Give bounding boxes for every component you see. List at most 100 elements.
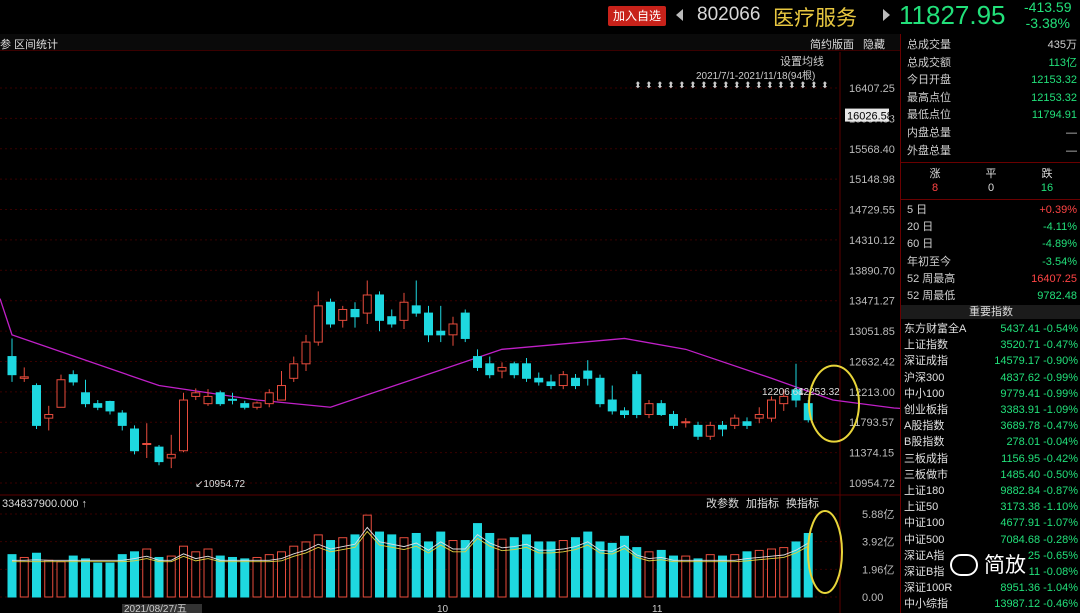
index-value: 9779.41 -0.99% — [1000, 387, 1078, 400]
index-row[interactable]: 三板成指 1156.95 -0.42% — [904, 451, 1078, 467]
event-marker: ⬍ — [788, 80, 796, 90]
index-name: 上证180 — [904, 485, 945, 497]
index-row[interactable]: 中证500 7084.68 -0.28% — [904, 532, 1078, 548]
index-value: 9882.84 -0.87% — [1000, 485, 1078, 497]
perf-value: 16407.25 — [1031, 272, 1077, 285]
volume-bar — [607, 542, 617, 598]
candle-body — [166, 453, 176, 459]
volume-bar — [436, 531, 446, 598]
candle-body — [522, 363, 531, 379]
index-name: 中小综指 — [904, 598, 948, 611]
index-row[interactable]: 中小100 9779.41 -0.99% — [904, 386, 1078, 402]
candle-body — [228, 398, 237, 401]
index-value: 25 -0.65% — [1027, 549, 1078, 562]
index-value: 13987.12 -0.46% — [994, 598, 1078, 611]
candle-body — [277, 385, 286, 401]
candle-body — [485, 363, 495, 376]
hide-button[interactable]: 隐藏 — [863, 39, 885, 51]
index-row[interactable]: A股指数 3689.78 -0.47% — [904, 418, 1078, 434]
candle-body — [301, 341, 311, 365]
event-marker: ⬍ — [777, 80, 785, 90]
index-row[interactable]: 沪深300 4837.62 -0.99% — [904, 370, 1078, 386]
index-row[interactable]: 三板做市 1485.40 -0.50% — [904, 467, 1078, 483]
index-row[interactable]: 上证180 9882.84 -0.87% — [904, 483, 1078, 499]
candle-body — [142, 442, 152, 445]
price-tick: 13051.85 — [849, 326, 895, 338]
index-value: 5437.41 -0.54% — [1000, 323, 1078, 335]
candle-body — [534, 377, 544, 383]
range-stats-button[interactable]: 区间统计 — [14, 39, 58, 51]
volume-button[interactable]: 换指标 — [786, 496, 819, 510]
prev-stock-icon[interactable] — [676, 9, 683, 21]
price-tick: 15568.40 — [849, 144, 895, 156]
cursor-price: 16026.58 — [847, 111, 893, 123]
index-row[interactable]: 深证成指 14579.17 -0.90% — [904, 353, 1078, 369]
candle-body — [215, 392, 225, 405]
price-tick: 10954.72 — [849, 478, 895, 490]
index-row[interactable]: 东方财富全A 5437.41 -0.54% — [904, 321, 1078, 337]
stat-value: 435万 — [1047, 39, 1077, 51]
volume-bar — [56, 561, 66, 598]
index-name: 中证100 — [904, 517, 945, 530]
stat-value: 11794.91 — [1031, 109, 1077, 122]
index-value: 3689.78 -0.47% — [1000, 420, 1078, 433]
kline-chart[interactable]: 16407.2515987.8315568.4015148.9814729.55… — [0, 52, 900, 613]
volume-bar — [301, 541, 311, 598]
simple-layout-button[interactable]: 简约版面 — [810, 39, 854, 51]
perf-row: 5 日 +0.39% — [907, 202, 1077, 219]
candle-body — [669, 414, 678, 426]
params-fragment[interactable]: 参 — [0, 39, 11, 51]
volume-bar — [767, 548, 776, 598]
stat-value: 113亿 — [1048, 56, 1077, 69]
index-value: 4677.91 -1.07% — [1000, 517, 1078, 530]
stock-name: 医疗服务 — [773, 7, 857, 30]
add-favorite-button[interactable]: 加入自选 — [608, 6, 666, 26]
candle-body — [375, 294, 384, 321]
index-row[interactable]: B股指数 278.01 -0.04% — [904, 434, 1078, 450]
volume-bar — [375, 531, 384, 598]
perf-row: 52 周最高 16407.25 — [907, 271, 1077, 288]
volume-button[interactable]: 加指标 — [746, 496, 779, 510]
ma-line — [0, 298, 900, 410]
volume-button[interactable]: 改参数 — [706, 496, 739, 510]
highlight-circle-volume — [807, 510, 843, 594]
volume-tick: 5.88亿 — [862, 508, 894, 521]
candle-body — [571, 377, 580, 387]
perf-row: 20 日 -4.11% — [907, 219, 1077, 236]
stat-row: 内盘总量 — — [907, 125, 1077, 142]
event-marker: ⬍ — [634, 80, 642, 90]
index-row[interactable]: 创业板指 3383.91 -1.09% — [904, 402, 1078, 418]
index-name: 中证500 — [904, 533, 945, 546]
index-row[interactable]: 深证A指 25 -0.65% — [904, 548, 1078, 564]
volume-bar — [362, 514, 372, 598]
volume-bar — [68, 555, 78, 598]
volume-bar — [595, 541, 605, 598]
volume-bar — [277, 551, 286, 598]
index-row[interactable]: 深证100R 8951.36 -1.04% — [904, 580, 1078, 596]
volume-bar — [240, 558, 250, 598]
up-label: 涨 — [929, 168, 941, 180]
index-row[interactable]: 中小综指 13987.12 -0.46% — [904, 596, 1078, 612]
volume-tick: 1.96亿 — [862, 563, 894, 576]
stat-value: — — [1066, 127, 1077, 139]
index-row[interactable]: 中证100 4677.91 -1.07% — [904, 515, 1078, 531]
candle-body — [399, 301, 409, 321]
set-ma-button[interactable]: 设置均线 — [780, 54, 824, 68]
candle-body — [718, 424, 727, 430]
low-label: ↙10954.72 — [195, 479, 246, 490]
volume-bar — [19, 556, 29, 598]
vol-ma-1 — [12, 526, 809, 561]
volume-bar — [497, 538, 507, 598]
price-tick: 14729.55 — [849, 205, 895, 217]
candle-body — [705, 424, 715, 437]
index-row[interactable]: 上证指数 3520.71 -0.47% — [904, 337, 1078, 353]
index-row[interactable]: 上证50 3173.38 -1.10% — [904, 499, 1078, 515]
index-name: 深证A指 — [904, 549, 945, 562]
stat-value: 12153.32 — [1031, 91, 1077, 104]
candle-body — [730, 417, 740, 426]
next-stock-icon[interactable] — [883, 9, 890, 21]
price-tick: 11793.57 — [849, 417, 894, 429]
volume-bar — [203, 548, 213, 598]
volume-bar — [215, 555, 225, 598]
index-row[interactable]: 深证B指 11 -0.08% — [904, 564, 1078, 580]
